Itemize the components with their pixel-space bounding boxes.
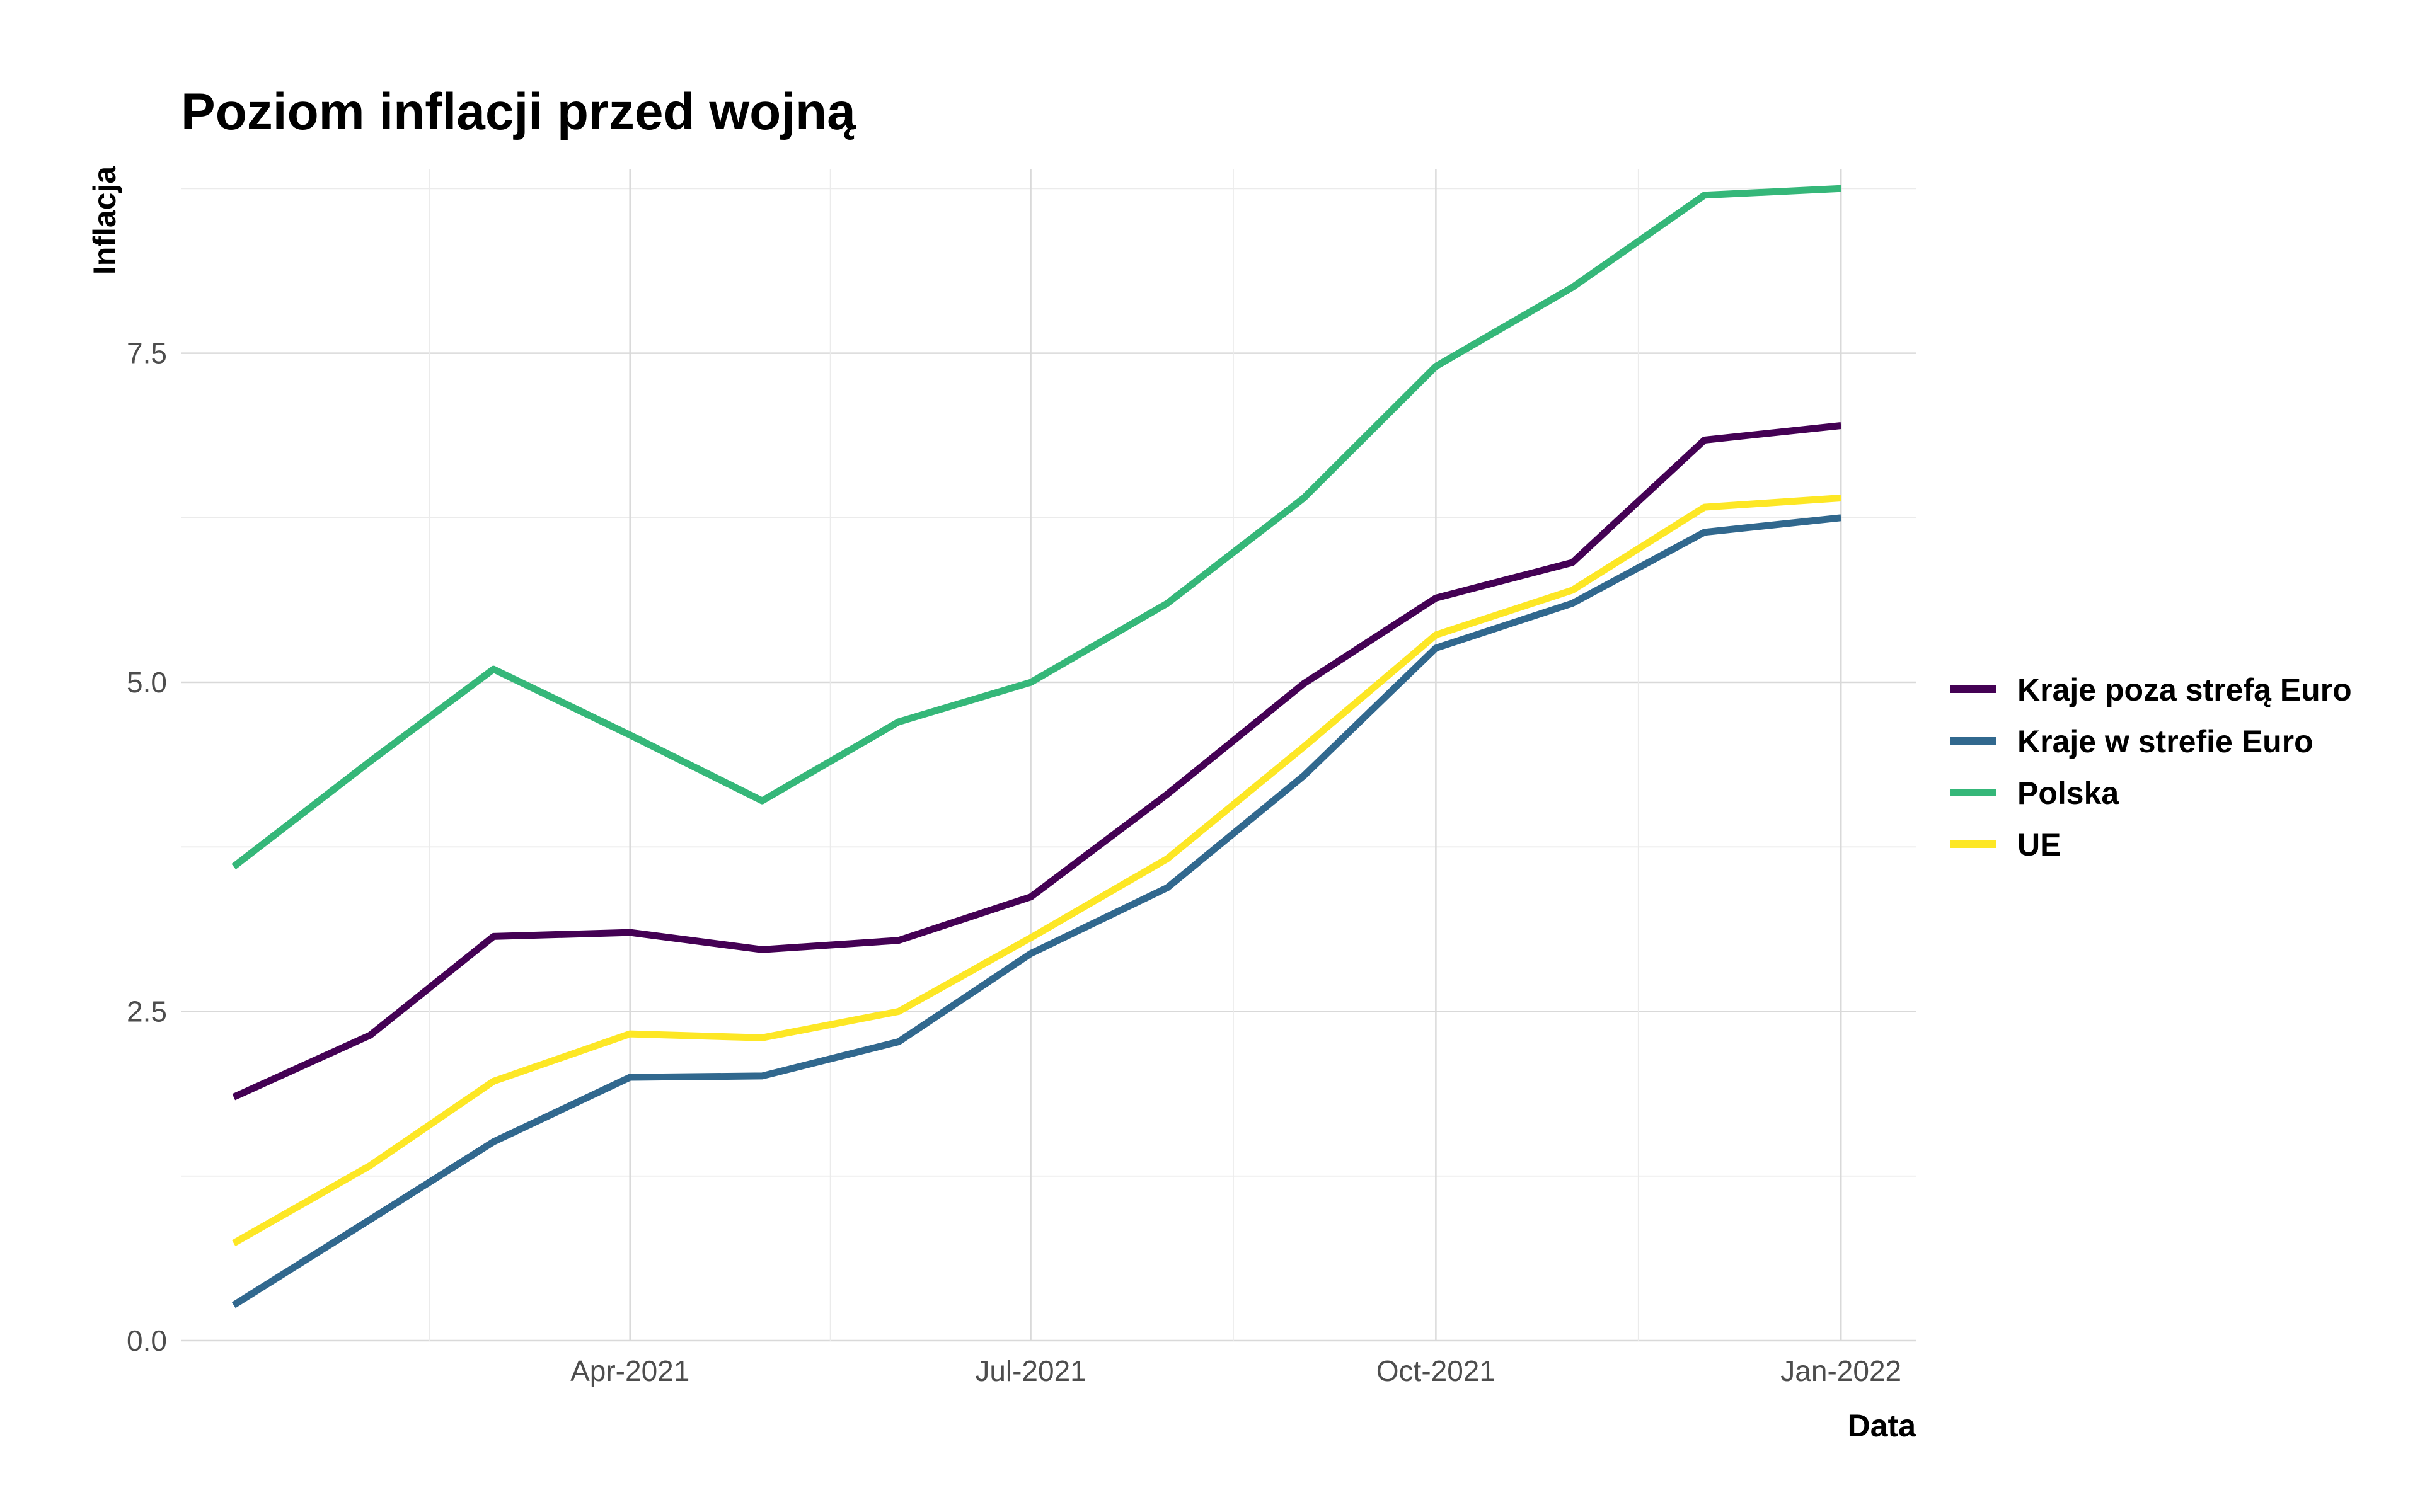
x-axis: Apr-2021 Jul-2021 Oct-2021 Jan-2022 <box>570 1354 1901 1387</box>
y-tick-label: 5.0 <box>127 666 167 699</box>
chart-title: Poziom inflacji przed wojną <box>181 83 856 140</box>
x-tick-label: Apr-2021 <box>570 1354 689 1387</box>
series-line <box>231 185 1841 869</box>
y-tick-label: 0.0 <box>127 1324 167 1357</box>
y-axis: 0.0 2.5 5.0 7.5 <box>127 337 167 1357</box>
x-tick-label: Jan-2022 <box>1780 1354 1901 1387</box>
y-axis-title: Inflacja <box>87 166 122 275</box>
series-lines <box>231 185 1841 1309</box>
legend-label: Polska <box>2017 776 2119 811</box>
x-axis-title: Data <box>1848 1408 1917 1443</box>
legend-label: Kraje w strefie Euro <box>2017 724 2313 759</box>
series-line <box>232 422 1841 1101</box>
y-tick-label: 2.5 <box>127 995 167 1028</box>
y-tick-label: 7.5 <box>127 337 167 370</box>
legend-label: UE <box>2017 827 2061 862</box>
legend: Kraje poza strefą Euro Kraje w strefie Eu… <box>1950 672 2352 862</box>
x-tick-label: Jul-2021 <box>975 1354 1086 1387</box>
grid <box>181 169 1916 1342</box>
series-line <box>232 495 1841 1247</box>
series-line <box>231 514 1841 1309</box>
legend-label: Kraje poza strefą Euro <box>2017 672 2352 707</box>
x-tick-label: Oct-2021 <box>1376 1354 1495 1387</box>
